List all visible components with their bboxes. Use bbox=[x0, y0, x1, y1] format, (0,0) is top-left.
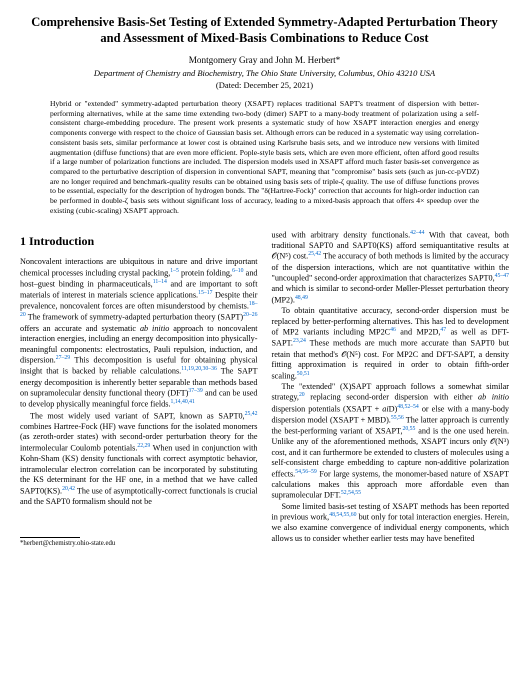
intro-para-1: Noncovalent interactions are ubiquitous … bbox=[20, 257, 258, 411]
intro-para-2: The most widely used variant of SAPT, kn… bbox=[20, 411, 258, 508]
footnote-separator bbox=[20, 537, 80, 538]
footnote-email: *herbert@chemistry.ohio-state.edu bbox=[20, 540, 258, 549]
section-heading-1: 1 Introduction bbox=[20, 234, 258, 249]
right-para-4: Some limited basis-set testing of XSAPT … bbox=[272, 502, 510, 545]
right-para-1: used with arbitrary density functionals.… bbox=[272, 230, 510, 306]
affiliation: Department of Chemistry and Biochemistry… bbox=[20, 68, 509, 79]
abstract: Hybrid or "extended" symmetry-adapted pe… bbox=[50, 99, 479, 216]
date: (Dated: December 25, 2021) bbox=[20, 80, 509, 91]
body-columns: 1 Introduction Noncovalent interactions … bbox=[20, 230, 509, 549]
right-para-2: To obtain quantitative accuracy, second-… bbox=[272, 306, 510, 382]
column-right: used with arbitrary density functionals.… bbox=[272, 230, 510, 549]
right-para-3: The "extended" (X)SAPT approach follows … bbox=[272, 382, 510, 502]
authors: Montgomery Gray and John M. Herbert* bbox=[20, 55, 509, 67]
paper-title: Comprehensive Basis-Set Testing of Exten… bbox=[20, 14, 509, 47]
column-left: 1 Introduction Noncovalent interactions … bbox=[20, 230, 258, 549]
